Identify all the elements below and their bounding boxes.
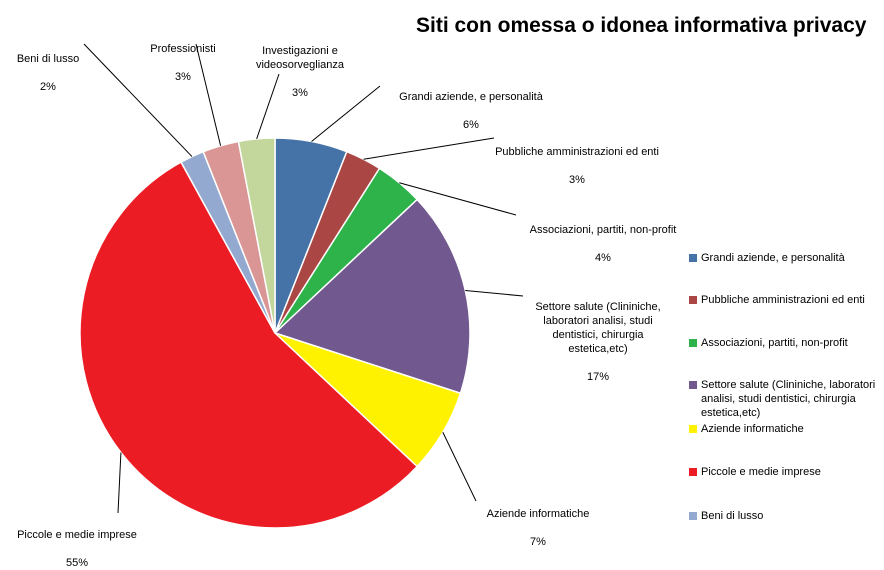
- leader-line: [117, 452, 122, 514]
- legend-swatch: [689, 512, 697, 520]
- legend-item: Piccole e medie imprese: [689, 465, 879, 481]
- label-name: Beni di lusso: [16, 53, 80, 65]
- label-value: 55%: [65, 557, 89, 569]
- label-name: Piccole e medie imprese: [17, 529, 137, 541]
- label-value: 3%: [569, 174, 585, 186]
- label-value: 7%: [530, 536, 546, 548]
- legend-label: Settore salute (Clininiche, laboratori a…: [701, 379, 876, 419]
- label-value: 2%: [40, 81, 56, 93]
- data-label-grandi-aziende: Grandi aziende, e personalità 6%: [386, 76, 556, 132]
- legend-label: Grandi aziende, e personalità: [701, 252, 845, 264]
- legend-item: Associazioni, partiti, non-profit: [689, 336, 879, 352]
- legend-swatch: [689, 425, 697, 433]
- label-value: 17%: [586, 371, 610, 383]
- leader-line: [363, 137, 495, 160]
- legend-swatch: [689, 339, 697, 347]
- leader-line: [465, 289, 524, 297]
- leader-line: [83, 43, 193, 157]
- label-name: Investigazioni e videosorveglianza: [255, 45, 345, 71]
- pie-slice: [79, 161, 419, 529]
- legend-swatch: [689, 381, 697, 389]
- label-name: Pubbliche amministrazioni ed enti: [495, 146, 659, 158]
- legend-item: Aziende informatiche: [689, 422, 879, 438]
- data-label-settore-salute: Settore salute (Clininiche, laboratori a…: [523, 286, 673, 384]
- label-name: Associazioni, partiti, non-profit: [529, 224, 677, 236]
- chart-title: Siti con omessa o idonea informativa pri…: [416, 14, 867, 37]
- label-name: Settore salute (Clininiche, laboratori a…: [535, 301, 661, 355]
- legend-item: Pubbliche amministrazioni ed enti: [689, 293, 869, 323]
- data-label-pubbliche-amministrazioni: Pubbliche amministrazioni ed enti 3%: [494, 131, 660, 187]
- legend-label: Pubbliche amministrazioni ed enti: [701, 294, 865, 306]
- label-name: Grandi aziende, e personalità: [399, 91, 543, 103]
- legend-swatch: [689, 254, 697, 262]
- leader-line: [195, 43, 222, 146]
- label-value: 3%: [175, 71, 191, 83]
- data-label-investigazioni: Investigazioni e videosorveglianza 3%: [246, 30, 354, 100]
- data-label-aziende-informatiche: Aziende informatiche 7%: [470, 493, 606, 549]
- legend-item: Grandi aziende, e personalità: [689, 251, 879, 267]
- data-label-associazioni: Associazioni, partiti, non-profit 4%: [516, 209, 690, 265]
- legend-label: Piccole e medie imprese: [701, 466, 821, 478]
- legend-label: Beni di lusso: [701, 510, 764, 522]
- label-value: 4%: [595, 252, 611, 264]
- leader-line: [442, 432, 477, 502]
- data-label-piccole-medie-imprese: Piccole e medie imprese 55%: [6, 514, 148, 570]
- leader-line: [399, 182, 517, 216]
- leader-line: [256, 73, 280, 140]
- leader-line: [311, 85, 381, 142]
- legend-item: Settore salute (Clininiche, laboratori a…: [689, 378, 881, 422]
- label-name: Professionisti: [150, 43, 216, 55]
- legend-label: Aziende informatiche: [701, 423, 804, 435]
- data-label-beni-di-lusso: Beni di lusso 2%: [10, 38, 86, 94]
- data-label-professionisti: Professionisti 3%: [138, 28, 228, 84]
- legend-item: Beni di lusso: [689, 509, 879, 525]
- label-name: Aziende informatiche: [486, 508, 590, 520]
- legend-swatch: [689, 296, 697, 304]
- label-value: 6%: [463, 119, 479, 131]
- label-value: 3%: [292, 87, 308, 99]
- legend-label: Associazioni, partiti, non-profit: [701, 337, 848, 349]
- legend-swatch: [689, 468, 697, 476]
